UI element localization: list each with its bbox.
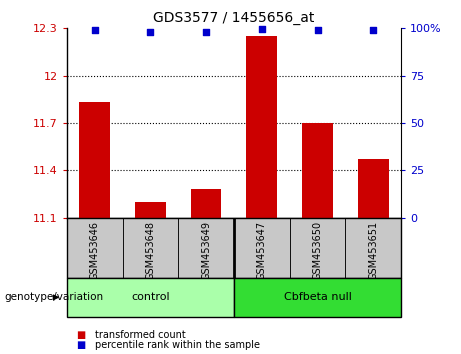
Point (370, 27, 377, 33)
Point (147, 29, 154, 35)
Text: ■: ■ (76, 330, 85, 339)
Bar (67, 278, 234, 317)
Text: transformed count: transformed count (95, 330, 185, 339)
Bar (302, 123, 333, 218)
Point (314, 27, 321, 33)
Bar (178, 218, 234, 278)
Bar (290, 218, 345, 278)
Text: GSM453649: GSM453649 (201, 221, 211, 280)
Text: genotype/variation: genotype/variation (5, 292, 104, 302)
Text: GSM453647: GSM453647 (257, 221, 267, 280)
Text: ■: ■ (76, 340, 85, 350)
Text: percentile rank within the sample: percentile rank within the sample (95, 340, 260, 350)
Bar (67, 218, 123, 278)
Bar (358, 159, 389, 218)
Bar (247, 36, 277, 218)
Bar (135, 202, 165, 218)
Text: GSM453648: GSM453648 (145, 221, 155, 280)
Point (91, 27, 98, 33)
Point (202, 29, 210, 35)
Bar (345, 218, 401, 278)
Bar (123, 218, 178, 278)
Bar (79, 103, 110, 218)
Bar (234, 278, 401, 317)
Text: GSM453646: GSM453646 (90, 221, 100, 280)
Title: GDS3577 / 1455656_at: GDS3577 / 1455656_at (153, 11, 315, 24)
Text: GSM453651: GSM453651 (368, 221, 378, 280)
Point (258, 27, 266, 32)
Text: GSM453650: GSM453650 (313, 221, 323, 280)
Bar (191, 189, 221, 218)
Text: control: control (131, 292, 170, 302)
Text: Cbfbeta null: Cbfbeta null (284, 292, 351, 302)
Bar (234, 218, 290, 278)
